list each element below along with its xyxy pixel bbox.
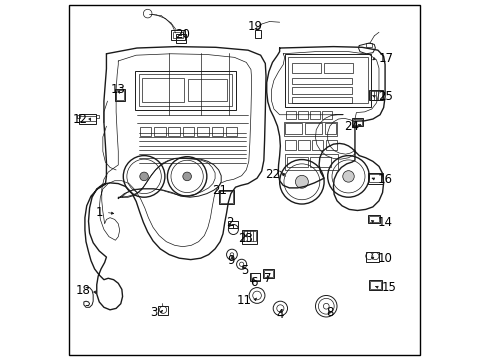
Bar — [183, 127, 194, 136]
Bar — [242, 230, 256, 244]
Bar — [139, 74, 231, 107]
Text: 18: 18 — [76, 284, 91, 297]
Bar — [365, 43, 371, 46]
Bar — [284, 54, 371, 107]
Text: 1: 1 — [95, 206, 102, 219]
Circle shape — [295, 175, 308, 188]
Bar — [309, 111, 319, 119]
Bar — [243, 231, 255, 241]
Bar — [291, 78, 351, 84]
Bar — [115, 89, 125, 101]
Bar — [284, 154, 337, 170]
Bar — [321, 111, 331, 119]
Bar — [367, 215, 379, 223]
Bar — [254, 30, 261, 38]
Bar — [351, 118, 362, 126]
Bar — [297, 111, 307, 119]
Bar — [135, 71, 235, 110]
Bar — [211, 127, 223, 136]
Bar — [284, 122, 336, 135]
Text: 3: 3 — [150, 306, 158, 319]
Bar — [172, 32, 183, 38]
Bar — [291, 87, 351, 94]
Text: 22: 22 — [264, 168, 279, 181]
Bar — [284, 123, 301, 134]
Bar — [324, 123, 335, 134]
Bar — [197, 127, 208, 136]
Text: 8: 8 — [325, 306, 333, 319]
Bar — [116, 90, 124, 100]
Text: 20: 20 — [175, 28, 190, 41]
Bar — [365, 252, 379, 262]
Bar — [291, 63, 320, 73]
Circle shape — [183, 172, 191, 181]
Text: 6: 6 — [249, 276, 257, 289]
Text: 19: 19 — [247, 20, 262, 33]
Bar — [352, 119, 362, 126]
Text: 25: 25 — [378, 90, 393, 103]
Bar — [79, 114, 96, 124]
Bar — [298, 140, 309, 150]
Text: 14: 14 — [376, 216, 391, 229]
Text: 7: 7 — [264, 272, 271, 285]
Text: 15: 15 — [381, 281, 396, 294]
Bar — [187, 79, 226, 101]
Bar — [284, 140, 296, 150]
Text: 2: 2 — [225, 216, 233, 229]
Text: 23: 23 — [237, 232, 252, 245]
Text: 11: 11 — [236, 294, 251, 307]
Bar — [368, 280, 382, 290]
Bar — [285, 111, 295, 119]
Bar — [225, 127, 237, 136]
Text: 16: 16 — [377, 173, 392, 186]
Bar — [250, 273, 259, 280]
Circle shape — [140, 172, 148, 181]
Bar — [250, 273, 260, 282]
Bar — [325, 140, 336, 150]
Bar — [264, 270, 272, 277]
Text: 4: 4 — [275, 308, 283, 321]
Bar — [291, 97, 351, 103]
Text: 21: 21 — [211, 184, 226, 197]
Circle shape — [342, 171, 353, 182]
Bar — [228, 221, 238, 228]
Bar — [142, 78, 183, 102]
Text: 10: 10 — [376, 252, 391, 265]
Bar — [220, 191, 232, 203]
Bar — [175, 34, 186, 42]
Bar — [140, 127, 151, 136]
Bar — [168, 127, 180, 136]
Bar — [368, 174, 381, 182]
Bar — [304, 123, 321, 134]
Bar — [286, 157, 307, 167]
Bar — [79, 116, 96, 121]
Bar — [77, 115, 80, 118]
Bar — [309, 157, 330, 167]
Bar — [96, 115, 99, 118]
Bar — [369, 281, 380, 289]
Bar — [367, 173, 382, 184]
Bar — [324, 63, 352, 73]
Text: 5: 5 — [240, 264, 248, 277]
Bar — [171, 30, 184, 40]
Bar — [219, 190, 233, 204]
Bar — [287, 57, 367, 103]
Text: 13: 13 — [111, 83, 125, 96]
Text: 9: 9 — [226, 254, 234, 267]
Bar — [158, 306, 168, 315]
Bar — [368, 216, 378, 222]
Bar — [263, 269, 273, 278]
Text: 17: 17 — [378, 51, 393, 64]
Bar — [311, 140, 323, 150]
Text: 24: 24 — [344, 120, 359, 133]
Bar — [369, 91, 382, 100]
Bar — [368, 90, 382, 100]
Bar — [154, 127, 165, 136]
Text: 12: 12 — [72, 113, 87, 126]
